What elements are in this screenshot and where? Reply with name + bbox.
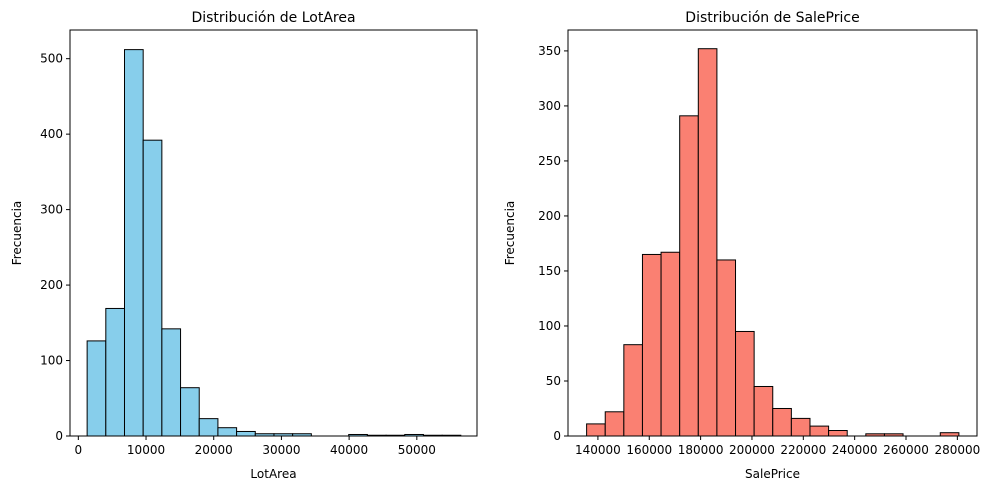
histogram-bar [679, 115, 699, 437]
x-axis-label: LotArea [250, 467, 296, 481]
x-tick-label: 20000 [195, 443, 233, 457]
histogram-bar [772, 407, 792, 437]
x-tick-label: 240000 [832, 443, 878, 457]
y-tick-label: 200 [40, 278, 63, 292]
y-axis-ticks: 0 50 100 150 200 250 300 350 [538, 44, 568, 443]
y-axis-label: Frecuencia [503, 201, 517, 266]
histogram-bar [828, 430, 848, 437]
x-tick-label: 0 [75, 443, 83, 457]
x-tick-label: 50000 [398, 443, 436, 457]
y-tick-label: 0 [553, 429, 561, 443]
histogram-bar [641, 253, 662, 437]
lotarea-histogram: 0 10000 20000 30000 40000 50000 0 100 200 300 400… [10, 10, 478, 481]
histogram-bar [790, 417, 811, 437]
y-tick-label: 150 [538, 264, 561, 278]
y-tick-label: 100 [538, 319, 561, 333]
y-axis-label: Frecuencia [10, 201, 24, 266]
histogram-bar [217, 427, 238, 437]
histogram-bar [86, 340, 107, 437]
y-tick-label: 300 [40, 203, 63, 217]
histogram-bar [198, 418, 219, 437]
histogram-bar [735, 330, 755, 437]
x-tick-label: 40000 [330, 443, 368, 457]
saleprice-histogram: 140000 160000 180000 200000 220000 240000 2600… [503, 10, 980, 481]
y-tick-label: 100 [40, 354, 63, 368]
y-tick-label: 50 [546, 374, 561, 388]
histogram-bar [236, 430, 256, 437]
histogram-bar [180, 387, 200, 437]
histogram-bar [142, 139, 163, 437]
histogram-bar [105, 307, 125, 437]
x-tick-label: 280000 [934, 443, 980, 457]
bar-group [86, 49, 462, 437]
y-tick-label: 300 [538, 99, 561, 113]
histogram-bar [753, 385, 774, 437]
y-tick-label: 250 [538, 154, 561, 168]
histogram-bar [697, 48, 718, 437]
y-tick-label: 350 [538, 44, 561, 58]
x-tick-label: 200000 [729, 443, 775, 457]
histogram-bar [809, 425, 830, 437]
histogram-bar [124, 49, 144, 437]
chart-title: Distribución de SalePrice [685, 10, 859, 26]
y-axis-ticks: 0 100 200 300 400 500 [40, 52, 70, 443]
histogram-bar [586, 423, 606, 437]
x-tick-label: 10000 [127, 443, 165, 457]
bar-group [586, 48, 960, 437]
x-axis-label: SalePrice [745, 467, 800, 481]
plot-frame [567, 29, 978, 437]
y-tick-label: 400 [40, 127, 63, 141]
histogram-bar [161, 328, 182, 437]
histogram-bar [604, 411, 625, 437]
y-tick-label: 500 [40, 52, 63, 66]
histogram-bar [623, 344, 643, 437]
x-tick-label: 160000 [626, 443, 672, 457]
x-tick-label: 180000 [678, 443, 724, 457]
x-tick-label: 220000 [780, 443, 826, 457]
histogram-bar [660, 251, 681, 437]
plot-frame [69, 29, 478, 437]
x-tick-label: 140000 [575, 443, 621, 457]
y-tick-label: 0 [55, 429, 63, 443]
x-axis-ticks: 140000 160000 180000 200000 220000 240000 2600… [575, 436, 980, 457]
y-tick-label: 200 [538, 209, 561, 223]
x-tick-label: 30000 [262, 443, 300, 457]
x-axis-ticks: 0 10000 20000 30000 40000 50000 [75, 436, 436, 457]
x-tick-label: 260000 [883, 443, 929, 457]
chart-title: Distribución de LotArea [191, 10, 355, 26]
histogram-bar [716, 259, 737, 437]
